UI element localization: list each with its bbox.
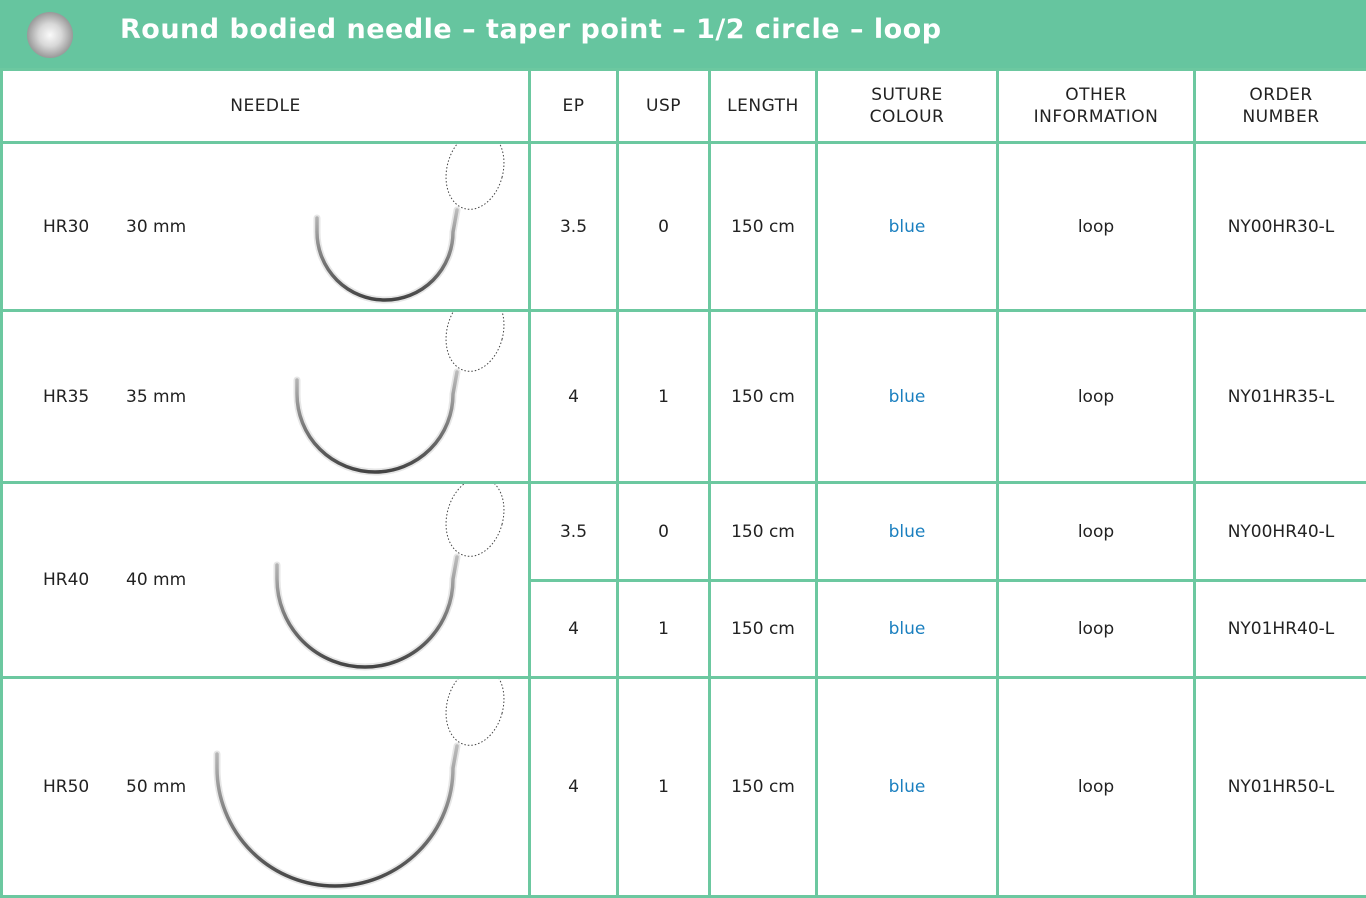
ep-cell: 3.5 bbox=[530, 483, 618, 581]
colour-cell: blue bbox=[817, 311, 998, 483]
ep-cell: 3.5 bbox=[530, 143, 618, 311]
other-cell: loop bbox=[998, 678, 1195, 897]
needle-drawing bbox=[317, 210, 457, 300]
needle-drawing bbox=[438, 679, 513, 752]
order-cell: NY00HR30-L bbox=[1195, 143, 1366, 311]
other-cell: loop bbox=[998, 483, 1195, 581]
usp-cell: 1 bbox=[618, 678, 710, 897]
order-cell: NY01HR40-L bbox=[1195, 581, 1366, 678]
order-cell: NY01HR35-L bbox=[1195, 311, 1366, 483]
length-cell: 150 cm bbox=[710, 678, 817, 897]
needle-drawing bbox=[277, 557, 457, 667]
title-bar: Round bodied needle – taper point – 1/2 … bbox=[0, 0, 1366, 70]
page: {"header": {"title": "Round bodied needl… bbox=[0, 0, 1366, 896]
colour-cell: blue bbox=[817, 143, 998, 311]
colour-cell: blue bbox=[817, 678, 998, 897]
usp-cell: 0 bbox=[618, 483, 710, 581]
title: Round bodied needle – taper point – 1/2 … bbox=[120, 14, 942, 45]
colour-cell: blue bbox=[817, 581, 998, 678]
order-cell: NY01HR50-L bbox=[1195, 678, 1366, 897]
column-header: ORDER NUMBER bbox=[1195, 70, 1366, 143]
needle-drawing bbox=[3, 679, 531, 898]
usp-cell: 0 bbox=[618, 143, 710, 311]
column-header: OTHER INFORMATION bbox=[998, 70, 1195, 143]
order-cell: NY00HR40-L bbox=[1195, 483, 1366, 581]
other-cell: loop bbox=[998, 311, 1195, 483]
length-cell: 150 cm bbox=[710, 311, 817, 483]
usp-cell: 1 bbox=[618, 311, 710, 483]
needle-drawing bbox=[3, 312, 531, 484]
needle-drawing bbox=[297, 372, 457, 472]
usp-cell: 1 bbox=[618, 581, 710, 678]
needle-drawing bbox=[3, 484, 531, 679]
column-header: EP bbox=[530, 70, 618, 143]
column-header: NEEDLE bbox=[2, 70, 530, 143]
needle-drawing bbox=[3, 144, 531, 312]
icon bbox=[27, 12, 73, 58]
needle-drawing bbox=[438, 484, 513, 563]
ep-cell: 4 bbox=[530, 581, 618, 678]
needle-drawing bbox=[277, 557, 457, 667]
needle-drawing bbox=[438, 312, 513, 378]
ep-cell: 4 bbox=[530, 311, 618, 483]
column-header: SUTURE COLOUR bbox=[817, 70, 998, 143]
needle-drawing bbox=[438, 144, 513, 216]
length-cell: 150 cm bbox=[710, 483, 817, 581]
length-cell: 150 cm bbox=[710, 143, 817, 311]
needle-drawing bbox=[217, 746, 457, 886]
column-header: USP bbox=[618, 70, 710, 143]
colour-cell: blue bbox=[817, 483, 998, 581]
other-cell: loop bbox=[998, 581, 1195, 678]
needle-drawing bbox=[217, 746, 457, 886]
needle-drawing bbox=[297, 372, 457, 472]
length-cell: 150 cm bbox=[710, 581, 817, 678]
other-cell: loop bbox=[998, 143, 1195, 311]
needle-drawing bbox=[317, 210, 457, 300]
column-header: LENGTH bbox=[710, 70, 817, 143]
ep-cell: 4 bbox=[530, 678, 618, 897]
